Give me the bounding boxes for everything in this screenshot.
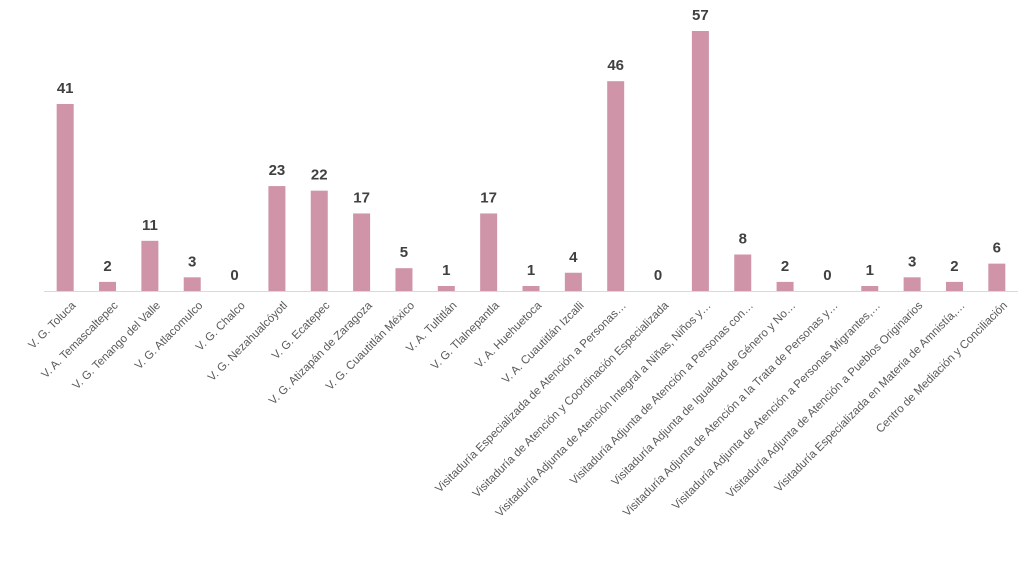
- data-label: 57: [692, 7, 709, 24]
- data-label: 6: [993, 240, 1001, 257]
- data-label: 46: [607, 57, 624, 74]
- bar: [522, 286, 540, 291]
- data-label: 2: [781, 258, 789, 275]
- data-label: 41: [57, 80, 74, 97]
- category-tick-label: V. A. Cuautitlán Izcalli: [500, 300, 586, 386]
- bar: [988, 263, 1006, 291]
- bar: [310, 190, 328, 291]
- category-tick-label: V. G. Tenango del Valle: [71, 300, 163, 392]
- bar: [776, 281, 794, 291]
- category-tick-label: Visitaduría de Atención y Coordinación E…: [471, 299, 672, 500]
- data-label: 0: [654, 267, 662, 284]
- bar: [945, 281, 963, 291]
- data-labels-group: 41 2 11 3 0 23 22 17 5 1 17 1 4 46 0 57 8 2 0 1 3 2 6: [57, 7, 1001, 284]
- data-label: 1: [527, 262, 535, 279]
- bar: [564, 272, 582, 291]
- category-tick-label: V. G. Nezahualcóyotl: [206, 300, 290, 384]
- category-tick-label: Visitaduría Adjunta de Atención a Person…: [670, 300, 883, 513]
- bar: [183, 277, 201, 291]
- data-label: 0: [230, 267, 238, 284]
- data-label: 3: [908, 253, 916, 270]
- bar: [268, 186, 286, 291]
- bar: [56, 103, 74, 291]
- data-label: 17: [480, 189, 497, 206]
- data-label: 22: [311, 167, 328, 184]
- data-label: 5: [400, 244, 408, 261]
- data-label: 11: [142, 217, 158, 234]
- data-label: 3: [188, 253, 196, 270]
- bar: [480, 213, 498, 291]
- data-label: 8: [739, 231, 747, 248]
- data-label: 23: [269, 162, 286, 179]
- bars-group: [56, 31, 1006, 292]
- bar: [353, 213, 371, 291]
- bar: [861, 286, 879, 291]
- category-tick-label: Visitaduría Adjunta de Atención a Pueblo…: [724, 300, 925, 501]
- bar: [691, 31, 709, 291]
- data-label: 2: [103, 258, 111, 275]
- bar: [607, 81, 625, 292]
- data-label: 17: [353, 189, 370, 206]
- data-label: 4: [569, 249, 578, 266]
- data-label: 2: [950, 258, 958, 275]
- bar: [437, 286, 455, 291]
- category-tick-label: V. A. Temascaltepec: [39, 300, 120, 381]
- bar: [99, 281, 117, 291]
- data-label: 0: [823, 267, 831, 284]
- bar: [141, 240, 159, 291]
- bar: [734, 254, 752, 291]
- bar: [903, 277, 921, 291]
- data-label: 1: [442, 262, 450, 279]
- bar: [395, 268, 413, 291]
- data-label: 1: [866, 262, 874, 279]
